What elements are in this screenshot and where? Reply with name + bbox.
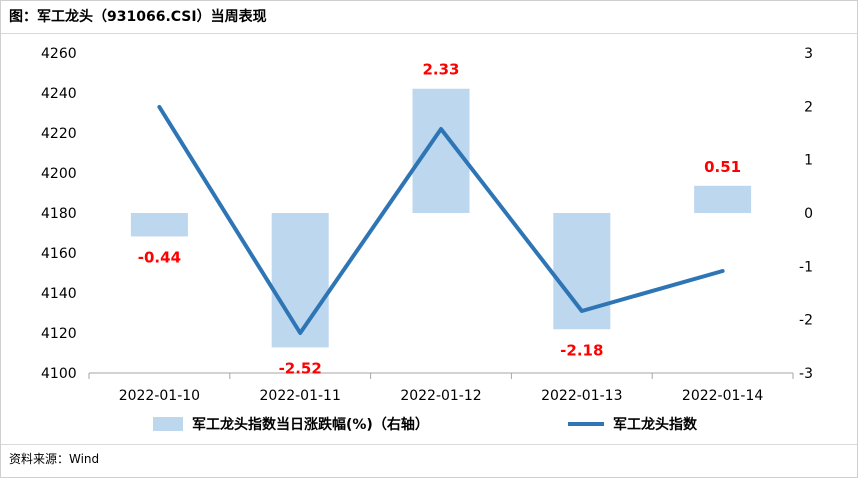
bar-data-label: -0.44 [138, 248, 181, 266]
left-axis-tick-label: 4160 [41, 246, 77, 262]
x-tick-label: 2022-01-14 [682, 388, 763, 404]
right-axis-tick-label: 0 [804, 206, 813, 222]
legend-bar-swatch [153, 417, 183, 431]
x-tick-label: 2022-01-12 [400, 388, 481, 404]
title-divider [1, 33, 857, 34]
bar-data-label: -2.52 [279, 359, 322, 377]
source-note: 资料来源：Wind [9, 452, 100, 466]
left-axis-tick-label: 4200 [41, 166, 77, 182]
bar-2022-01-10 [130, 213, 188, 237]
bar-data-label: -2.18 [560, 341, 603, 359]
bar-2022-01-12 [412, 88, 470, 213]
bar-data-label: 2.33 [422, 61, 459, 79]
source-divider [1, 444, 857, 445]
bar-2022-01-11 [271, 213, 329, 348]
left-axis-tick-label: 4260 [41, 46, 77, 62]
chart-title: 图：军工龙头（931066.CSI）当周表现 [9, 9, 267, 25]
bar-2022-01-14 [694, 185, 752, 213]
legend-line-label: 军工龙头指数 [613, 416, 698, 433]
right-axis-tick-label: 1 [804, 153, 813, 169]
right-axis-tick-label: -3 [799, 366, 813, 382]
left-axis-tick-label: 4220 [41, 126, 77, 142]
right-axis-tick-label: 3 [804, 46, 813, 62]
right-axis-tick-label: -1 [799, 259, 813, 275]
legend-bar-label: 军工龙头指数当日涨跌幅(%)（右轴） [192, 416, 429, 433]
x-tick-label: 2022-01-10 [119, 388, 200, 404]
combo-chart: 2022-01-10 2022-01-11 2022-01-12 2022-01-13… [41, 46, 813, 433]
left-axis-tick-label: 4240 [41, 86, 77, 102]
bar-data-label: 0.51 [704, 158, 741, 176]
left-axis-tick-label: 4140 [41, 286, 77, 302]
right-axis-tick-label: 2 [804, 99, 813, 115]
left-axis-tick-label: 4180 [41, 206, 77, 222]
x-tick-label: 2022-01-11 [260, 388, 341, 404]
left-axis-tick-label: 4120 [41, 326, 77, 342]
left-axis-tick-label: 4100 [41, 366, 77, 382]
right-axis-tick-label: -2 [799, 313, 813, 329]
x-tick-label: 2022-01-13 [541, 388, 622, 404]
